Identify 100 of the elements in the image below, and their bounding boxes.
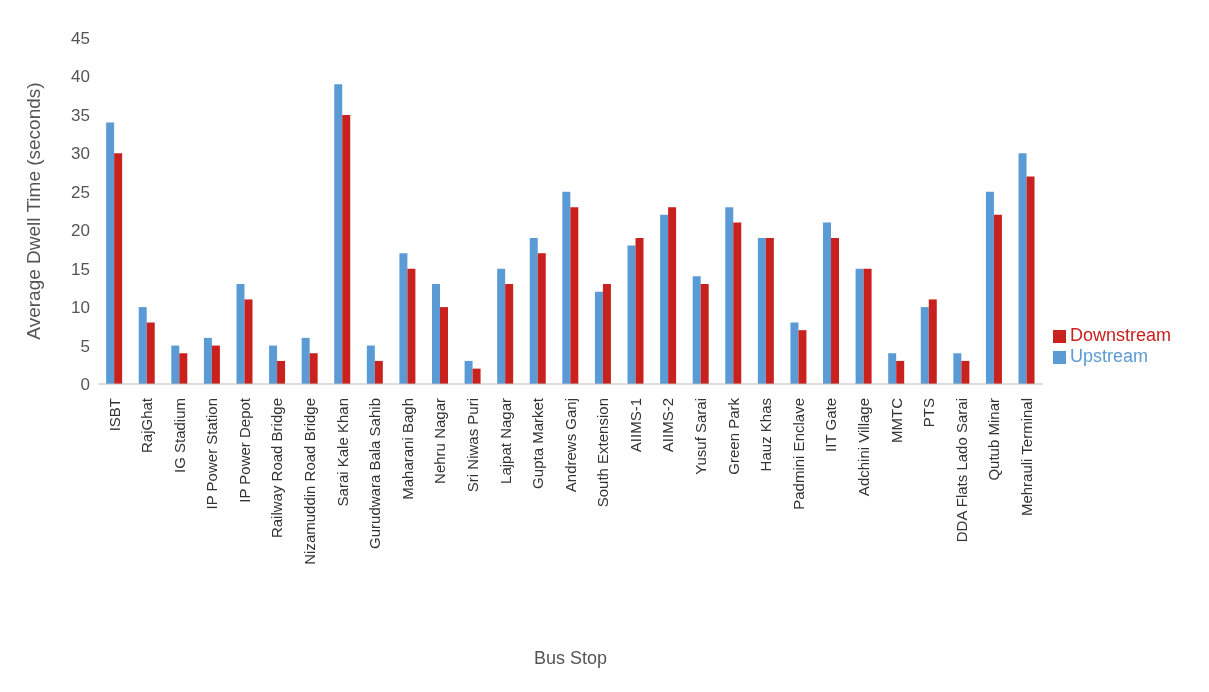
bar (342, 114, 351, 384)
y-tick-label: 0 (80, 375, 90, 395)
bar (138, 307, 147, 384)
x-tick-label: South Extension (594, 398, 612, 508)
bar (244, 299, 253, 384)
bar (953, 353, 962, 384)
bar (692, 276, 701, 384)
bar (725, 207, 734, 384)
bar (277, 360, 286, 384)
x-tick-label: Railway Road Bridge (268, 398, 286, 539)
x-tick-label: Adchini Village (855, 398, 872, 497)
bar (146, 322, 155, 384)
bar (700, 284, 709, 384)
x-tick-label: Gurudwara Bala Sahib (366, 398, 384, 549)
bar (570, 207, 579, 384)
x-tick-label: RajGhat (138, 397, 156, 454)
x-tick-label: IP Power Depot (235, 397, 253, 503)
bar (114, 153, 123, 384)
bar (993, 214, 1002, 384)
x-tick-label: Sarai Kale Khan (333, 398, 351, 507)
x-tick-label: AIIMS-1 (626, 398, 644, 453)
bar (668, 207, 677, 384)
legend-label: Downstream (1069, 325, 1171, 345)
x-tick-label: Hauz Khas (757, 398, 775, 472)
x-tick-label: PTS (920, 398, 938, 428)
bar (660, 214, 669, 384)
x-tick-label: Mehrauli Terminal (1017, 398, 1035, 517)
y-tick-label: 15 (71, 259, 90, 279)
x-tick-label: Sri Niwas Puri (463, 398, 481, 493)
y-tick-label: 35 (71, 105, 90, 125)
bar (888, 353, 897, 384)
x-tick-label: IG Stadium (170, 398, 188, 474)
bar (928, 299, 937, 384)
bar (106, 122, 115, 384)
bar (1018, 153, 1027, 384)
y-tick-label: 45 (71, 29, 90, 49)
bar (366, 345, 375, 384)
x-tick-label: Nehru Nagar (431, 398, 449, 484)
x-tick-label: Lajpat Nagar (496, 398, 514, 484)
bar (920, 307, 929, 384)
x-tick-label: DDA Flats Lado Sarai (952, 398, 970, 543)
x-tick-label: IP Power Station (203, 398, 221, 510)
bar (765, 237, 774, 384)
bar (440, 307, 448, 384)
x-tick-label: IIT Gate (822, 398, 840, 452)
bar (472, 368, 481, 384)
bar (301, 337, 310, 384)
x-tick-label: ISBT (105, 398, 123, 432)
bar (757, 237, 766, 384)
y-tick-label: 5 (80, 336, 90, 356)
bar (309, 353, 318, 384)
bar (896, 360, 905, 384)
bar (602, 284, 611, 384)
y-tick-label: 30 (71, 144, 90, 164)
bar (798, 330, 807, 384)
bar (211, 345, 220, 384)
bar (399, 253, 408, 384)
bar (464, 360, 473, 384)
bar (432, 284, 440, 384)
bar (627, 245, 636, 384)
bar (863, 268, 872, 384)
bar (505, 284, 514, 384)
bar (171, 345, 180, 384)
bar (594, 291, 603, 384)
bar (961, 360, 970, 384)
bar (831, 237, 840, 384)
y-tick-label: 20 (71, 221, 90, 241)
x-tick-label: Padmini Enclave (789, 398, 807, 510)
bar (497, 268, 506, 384)
x-tick-label: Yusuf Sarai (692, 398, 710, 475)
x-tick-label: Nizamuddin Road Bridge (301, 398, 319, 565)
legend-label: Upstream (1069, 346, 1148, 366)
bar (407, 268, 416, 384)
bar (236, 284, 245, 384)
bar (179, 353, 188, 384)
x-tick-label: MMTC (887, 397, 905, 443)
x-tick-label: Green Park (724, 397, 742, 475)
bar (374, 360, 383, 384)
bar (203, 337, 212, 384)
x-tick-label: AIIMS-2 (659, 398, 677, 453)
bar (855, 268, 864, 384)
bar (334, 84, 343, 384)
bar (269, 345, 278, 384)
x-tick-label: Maharani Bagh (398, 398, 416, 500)
x-tick-label: Andrews Ganj (561, 398, 579, 493)
y-tick-label: 25 (71, 182, 90, 202)
bar (823, 222, 832, 384)
y-axis-title: Average Dwell Time (seconds) (22, 82, 44, 340)
bar (1026, 176, 1035, 384)
bar (537, 253, 546, 384)
x-tick-label: Gupta Market (529, 397, 547, 489)
bar (635, 237, 644, 384)
bar (562, 191, 571, 384)
x-tick-label: Qutub Minar (985, 398, 1003, 481)
bar (985, 191, 994, 384)
x-axis-title: Bus Stop (533, 648, 608, 668)
bar (733, 222, 742, 384)
bar (790, 322, 799, 384)
y-tick-label: 40 (71, 67, 90, 87)
y-tick-label: 10 (71, 298, 90, 318)
